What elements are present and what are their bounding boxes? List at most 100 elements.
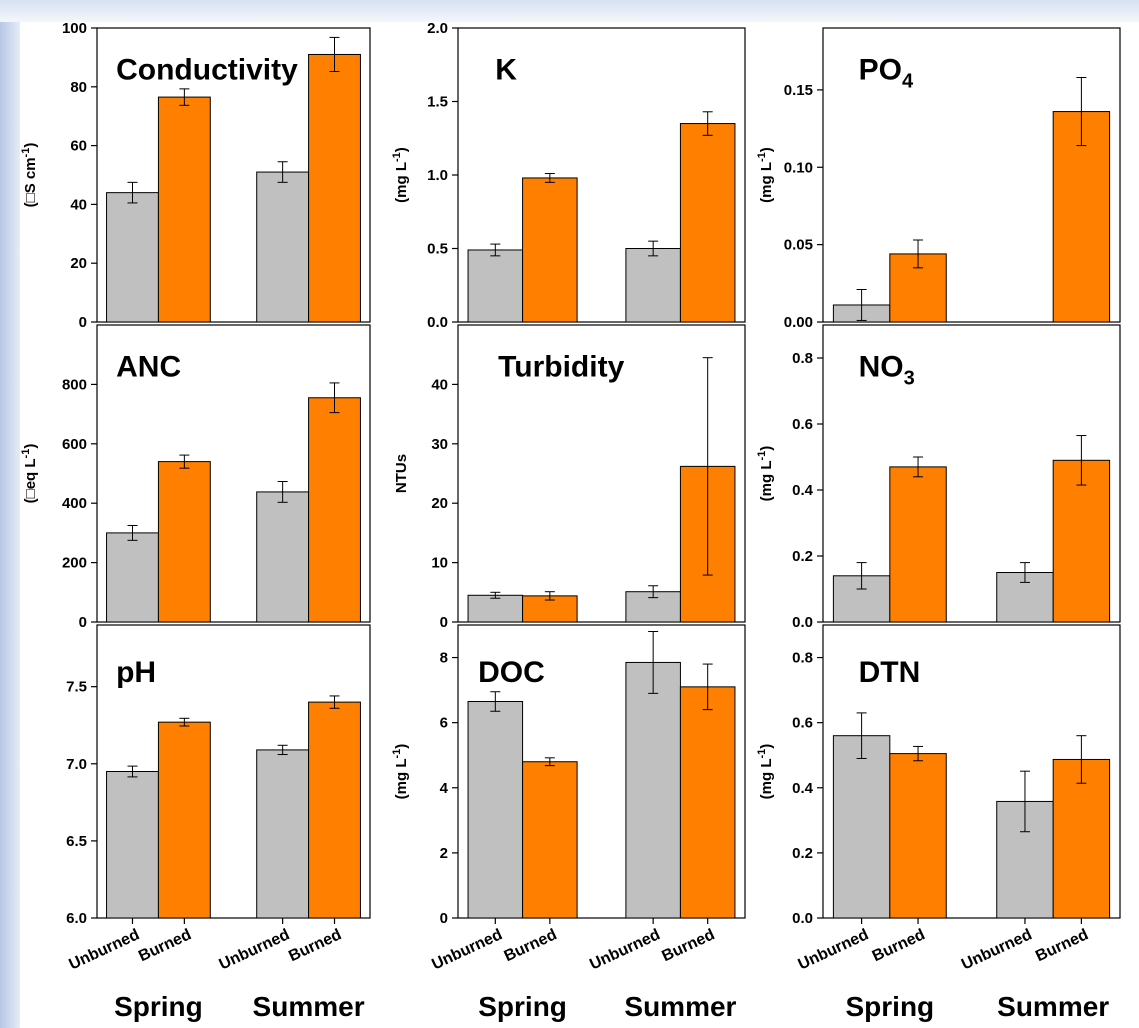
y-tick-label: 0.15 — [784, 82, 813, 99]
category-label: Burned — [870, 926, 928, 965]
panel-title: PO4 — [859, 53, 914, 92]
y-tick-label: 7.5 — [66, 679, 87, 696]
category-label: Burned — [286, 926, 344, 965]
panel-title: DOC — [478, 656, 545, 689]
category-label: Burned — [136, 926, 194, 965]
bar-unburned — [256, 491, 310, 623]
y-tick-label: 0.6 — [792, 416, 813, 433]
bar-burned — [1052, 111, 1111, 323]
bar-burned — [889, 466, 947, 623]
y-tick-label: 0 — [440, 910, 448, 927]
y-tick-label: 0.8 — [792, 650, 813, 667]
bar-burned — [522, 177, 578, 323]
season-label: Spring — [845, 991, 934, 1022]
bar-unburned — [106, 771, 159, 919]
panel-turbidity: 0 10 20 30 40 Turbidity NTUs — [393, 324, 746, 631]
bar-burned — [308, 701, 361, 919]
y-tick-label: 400 — [62, 495, 87, 512]
panel-title: Conductivity — [116, 53, 298, 86]
bar-unburned — [256, 171, 310, 323]
bar-unburned — [467, 594, 524, 623]
season-label: Spring — [114, 991, 203, 1022]
bar-unburned — [832, 735, 891, 919]
y-tick-label: 0.4 — [792, 482, 814, 499]
y-tick-label: 8 — [440, 650, 448, 667]
bar-burned — [1052, 459, 1111, 623]
y-tick-label: 40 — [431, 376, 448, 393]
panel-title: ANC — [116, 351, 181, 384]
bar-burned — [522, 761, 578, 919]
y-tick-label: 0.00 — [784, 314, 813, 331]
y-tick-label: 0.0 — [792, 910, 813, 927]
y-tick-label: 600 — [62, 436, 87, 453]
season-label: Summer — [253, 991, 365, 1022]
season-label: Summer — [997, 991, 1109, 1022]
category-label: Burned — [1033, 926, 1091, 965]
bar-burned — [157, 721, 211, 919]
y-tick-label: 200 — [62, 555, 87, 572]
bar-burned — [157, 461, 211, 623]
panel-title: NO3 — [859, 351, 915, 390]
panel-po4: 0.00 0.05 0.10 0.15 PO4 (mg L-1) — [756, 27, 1121, 331]
panel-title: pH — [116, 656, 156, 689]
y-tick-label: 1.0 — [427, 167, 448, 184]
bar-burned — [679, 123, 736, 323]
category-label: Burned — [502, 926, 560, 965]
y-axis-label: NTUs — [393, 454, 410, 493]
y-tick-label: 4 — [440, 780, 449, 797]
y-tick-label: 0.0 — [792, 614, 813, 631]
panel-no3: 0.0 0.2 0.4 0.6 0.8 NO3 (mg L-1) — [756, 324, 1121, 631]
y-tick-label: 20 — [70, 255, 87, 272]
y-tick-label: 10 — [431, 555, 448, 572]
y-tick-label: 1.5 — [427, 94, 448, 111]
y-tick-label: 0.2 — [792, 845, 813, 862]
bar-unburned — [467, 701, 524, 919]
bar-unburned — [256, 749, 310, 919]
panel-k: 0.0 0.5 1.0 1.5 2.0 K (mg L-1) — [391, 20, 746, 331]
y-tick-label: 60 — [70, 138, 87, 155]
bar-burned — [308, 53, 361, 323]
bar-burned — [308, 397, 361, 623]
y-axis-label: (mg L-1) — [756, 744, 775, 800]
y-tick-label: 0 — [79, 314, 87, 331]
category-label: Burned — [659, 926, 717, 965]
y-tick-label: 0 — [79, 614, 87, 631]
panel-title: DTN — [859, 656, 921, 689]
y-tick-label: 0.5 — [427, 241, 448, 258]
category-label: Unburned — [429, 926, 505, 973]
y-tick-label: 80 — [70, 79, 87, 96]
y-tick-label: 40 — [70, 196, 87, 213]
panel-conductivity: 0 20 40 60 80 100 Conductivity (□S cm-1) — [20, 20, 371, 331]
category-label: Unburned — [959, 926, 1035, 973]
bar-unburned — [625, 248, 681, 323]
bar-unburned — [625, 661, 681, 919]
y-tick-label: 0.2 — [792, 548, 813, 565]
y-axis-label: (□S cm-1) — [20, 143, 39, 208]
y-axis-label: (mg L-1) — [391, 744, 410, 800]
y-tick-label: 100 — [62, 20, 87, 37]
y-tick-label: 0.4 — [792, 780, 814, 797]
y-tick-label: 6.0 — [66, 910, 87, 927]
y-tick-label: 800 — [62, 376, 87, 393]
y-tick-label: 0.6 — [792, 715, 813, 732]
y-tick-label: 0 — [440, 614, 448, 631]
bar-burned — [889, 753, 947, 919]
season-label: Summer — [624, 991, 736, 1022]
y-tick-label: 6 — [440, 715, 448, 732]
slide-background-left — [0, 0, 20, 1028]
category-label: Unburned — [587, 926, 663, 973]
y-axis-label: (□eq L-1) — [20, 444, 39, 504]
bar-unburned — [106, 532, 159, 623]
bar-unburned — [106, 192, 159, 323]
bar-burned — [679, 686, 736, 919]
y-tick-label: 0.05 — [784, 237, 813, 254]
y-tick-label: 7.0 — [66, 756, 87, 773]
y-axis-label: (mg L-1) — [391, 147, 410, 203]
slide-background-top — [0, 0, 1139, 22]
panel-title: K — [495, 53, 517, 86]
y-tick-label: 30 — [431, 436, 448, 453]
season-label: Spring — [478, 991, 567, 1022]
